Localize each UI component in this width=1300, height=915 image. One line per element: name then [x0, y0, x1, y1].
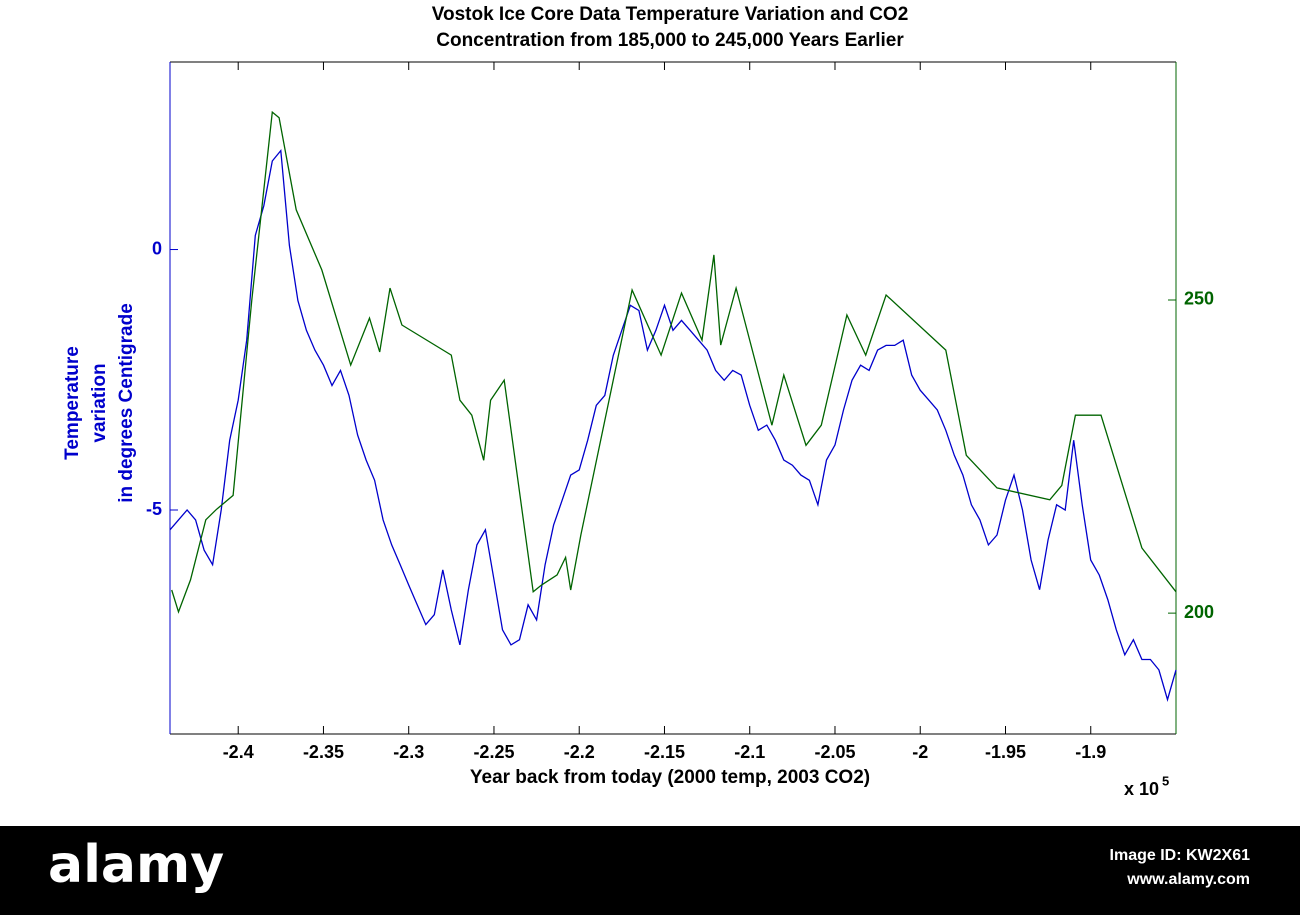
x-multiplier-exponent: 5 — [1162, 773, 1169, 788]
watermark-bar — [0, 826, 1300, 915]
x-tick-label: -2.4 — [223, 742, 254, 762]
x-tick-label: -2.35 — [303, 742, 344, 762]
y-label-line: Temperature — [62, 346, 83, 460]
chart-title: Vostok Ice Core Data Temperature Variati… — [432, 4, 909, 25]
x-axis-label: Year back from today (2000 temp, 2003 CO… — [470, 767, 870, 788]
watermark-id: Image ID: KW2X61 — [1110, 847, 1251, 864]
x-tick-label: -2.15 — [644, 742, 685, 762]
data-line — [171, 110, 1177, 614]
data-line — [169, 148, 1177, 702]
chart-title: Concentration from 185,000 to 245,000 Ye… — [436, 30, 904, 51]
y2-tick-label: 200 — [1184, 602, 1214, 622]
watermark-brand: alamy — [48, 835, 224, 895]
y-label-line: in degrees Centigrade — [116, 303, 137, 503]
x-tick-label: -1.95 — [985, 742, 1026, 762]
x-tick-label: -2.1 — [734, 742, 765, 762]
y2-tick-label: 250 — [1184, 289, 1214, 309]
y-label-line: variation — [89, 363, 110, 442]
x-tick-label: -2.3 — [393, 742, 424, 762]
watermark-url: www.alamy.com — [1126, 871, 1250, 888]
x-tick-label: -2.2 — [564, 742, 595, 762]
y-tick-label: 0 — [152, 238, 162, 258]
y-axis-label: Temperature variation in degrees Centigr… — [62, 303, 137, 503]
x-tick-label: -2.25 — [473, 742, 514, 762]
y-tick-label: -5 — [146, 499, 162, 519]
x-tick-label: -1.9 — [1075, 742, 1106, 762]
x-tick-label: -2.05 — [814, 742, 855, 762]
x-multiplier: x 10 — [1124, 779, 1159, 799]
x-tick-label: -2 — [912, 742, 928, 762]
background — [0, 0, 1300, 826]
